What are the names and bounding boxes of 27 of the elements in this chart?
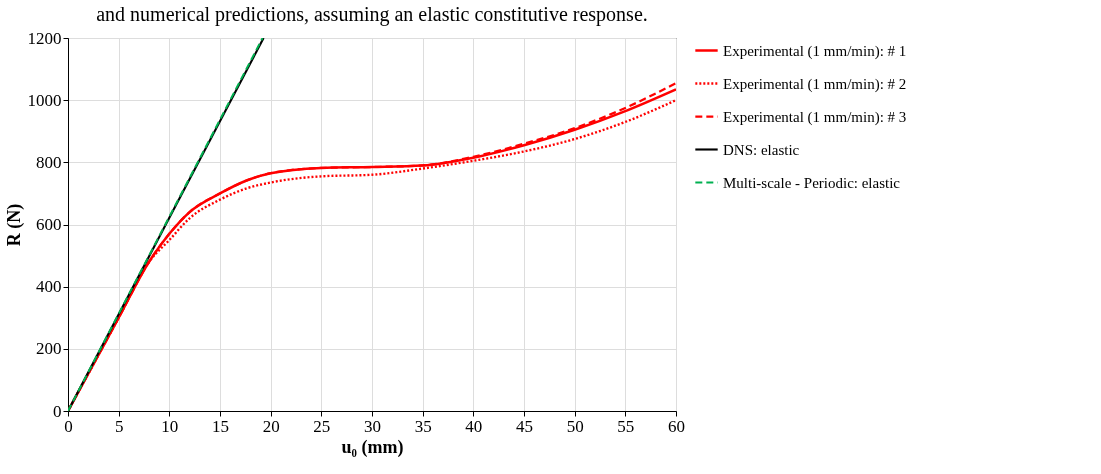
chart-title: and numerical predictions, assuming an elastic constitutive response. [96,3,648,26]
x-tick-label: 20 [262,416,280,436]
legend-label: Multi-scale - Periodic: elastic [723,174,901,191]
x-tick-label: 10 [161,416,179,436]
legend-label: Experimental (1 mm/min): # 3 [723,108,907,126]
x-tick-label: 50 [566,416,584,436]
y-tick-label: 0 [53,401,62,421]
y-tick-label: 1200 [27,28,62,48]
x-tick-label: 40 [465,416,483,436]
x-tick-label: 45 [516,416,533,436]
y-axis-title: R (N) [3,203,25,247]
x-tick-label: 55 [617,416,635,436]
x-tick-label: 25 [313,416,331,436]
x-tick-label: 35 [414,416,432,436]
y-tick-label: 800 [36,152,62,172]
y-tick-label: 600 [36,215,62,234]
legend-label: DNS: elastic [723,141,800,158]
x-tick-label: 60 [668,416,685,436]
y-tick-label: 1000 [27,90,62,110]
x-tick-label: 15 [212,416,229,436]
x-tick-label: 5 [114,416,124,436]
x-tick-label: 30 [364,416,381,436]
legend-label: Experimental (1 mm/min): # 1 [723,42,907,60]
y-tick-label: 400 [36,277,62,297]
y-tick-label: 200 [36,339,62,359]
legend-label: Experimental (1 mm/min): # 2 [723,75,907,93]
x-axis-title: u₀ (mm) [341,436,404,458]
